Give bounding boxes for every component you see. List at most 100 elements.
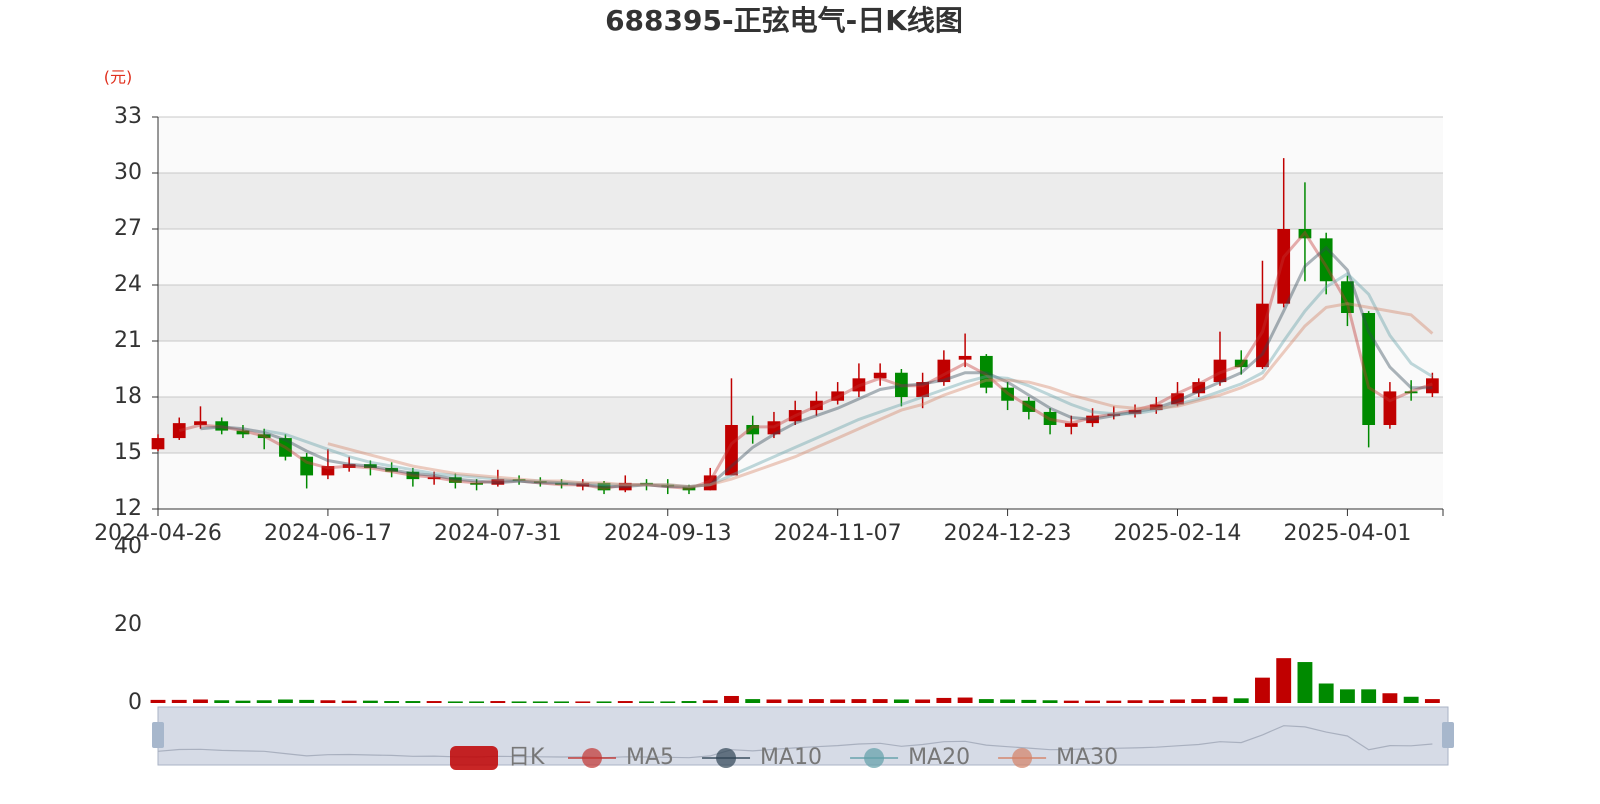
volume-bar (660, 701, 676, 703)
volume-bar (278, 699, 293, 703)
volume-bar (1148, 700, 1164, 703)
volume-bar (490, 701, 506, 703)
volume-bar (893, 699, 909, 703)
volume-bar (1212, 696, 1228, 703)
volume-bar (978, 699, 994, 703)
volume-tick-label: 40 (114, 534, 142, 559)
candle-body (1341, 281, 1354, 313)
volume-tick-label: 0 (128, 690, 142, 715)
candle-body (448, 477, 462, 483)
volume-bar (1318, 683, 1334, 703)
legend-item[interactable]: MA10 (702, 745, 822, 770)
zoom-handle (152, 722, 164, 748)
volume-bar (320, 700, 336, 703)
volume-bar (1255, 677, 1270, 703)
y-tick-label: 21 (114, 328, 142, 353)
legend-item[interactable]: MA30 (998, 745, 1118, 770)
volume-bar (1063, 700, 1079, 703)
y-tick-label: 33 (114, 104, 142, 129)
volume-bar (171, 699, 187, 703)
candle-body (342, 464, 356, 468)
candle-body (1404, 391, 1418, 394)
legend-swatch (716, 748, 737, 768)
zoom-handle (1442, 722, 1454, 748)
volume-bar (1276, 658, 1292, 703)
candle-body (1001, 387, 1014, 401)
volume-bar (1361, 689, 1377, 703)
x-tick-label: 2025-02-14 (1114, 521, 1242, 546)
chart-title: 688395-正弦电气-日K线图 (605, 4, 963, 37)
volume-bar (405, 701, 421, 703)
candle-body (1383, 391, 1397, 425)
y-unit-label: (元) (104, 68, 133, 87)
volume-bar (702, 700, 718, 703)
candle-body (703, 475, 717, 491)
y-tick-label: 24 (114, 272, 142, 297)
volume-bar (362, 700, 378, 703)
volume-bar (341, 700, 357, 703)
volume-bar (1042, 700, 1058, 703)
candle-body (937, 359, 951, 383)
split-area (158, 397, 1443, 453)
candle-body (1256, 303, 1269, 368)
zoom-preview-line (157, 725, 1433, 759)
candle-body (236, 430, 250, 435)
ma-line (263, 271, 1434, 489)
volume-bar (256, 700, 272, 703)
candle-body (576, 482, 590, 487)
candle-body (300, 456, 314, 476)
legend-swatch (582, 748, 602, 768)
candle-body (1234, 359, 1248, 368)
volume-bar (766, 699, 782, 703)
candle-body (215, 421, 229, 431)
candle-body (873, 372, 887, 379)
volume-tick-label: 20 (114, 612, 142, 637)
candle-body (364, 464, 377, 468)
volume-bar (532, 701, 548, 703)
candle-body (746, 425, 760, 435)
legend-swatch (450, 746, 498, 770)
legend-label: 日K (508, 745, 545, 770)
volume-bar (872, 699, 888, 703)
volume-bar (299, 699, 315, 703)
legend-item[interactable]: MA5 (568, 745, 674, 770)
legend-item[interactable]: MA20 (850, 745, 970, 770)
volume-bar (1233, 698, 1249, 703)
candle-body (257, 434, 271, 439)
volume-bar (1297, 662, 1313, 703)
volume-bar (384, 701, 400, 703)
candle-body (1043, 411, 1057, 425)
ma-line (200, 245, 1433, 489)
candle-body (555, 482, 568, 485)
x-tick-label: 2024-11-07 (774, 521, 902, 546)
candle-body (172, 423, 186, 439)
volume-bar (745, 699, 761, 703)
volume-bar (1403, 696, 1419, 703)
legend-label: MA20 (908, 745, 970, 770)
volume-bar (554, 701, 569, 703)
candle-body (1171, 393, 1184, 405)
candle-body (618, 482, 632, 491)
volume-bar (150, 699, 166, 703)
volume-bar (511, 701, 527, 703)
x-tick-label: 2024-09-13 (604, 521, 732, 546)
volume-bar (469, 701, 485, 703)
candle-body (1128, 410, 1142, 414)
volume-bar (1339, 689, 1355, 703)
volume-bar (1191, 699, 1207, 703)
y-tick-label: 27 (114, 216, 142, 241)
x-tick-label: 2025-04-01 (1283, 521, 1411, 546)
x-tick-label: 2024-12-23 (944, 521, 1072, 546)
volume-bar (1106, 700, 1122, 703)
legend-swatch (1012, 748, 1033, 768)
candle-body (1107, 413, 1121, 416)
x-tick-label: 2024-07-31 (434, 521, 562, 546)
x-tick-label: 2024-06-17 (264, 521, 392, 546)
candle-body (852, 378, 866, 392)
legend-item[interactable]: 日K (450, 745, 545, 770)
candle-body (1213, 359, 1227, 383)
volume-bar (787, 699, 803, 703)
candle-body (406, 471, 420, 480)
candle-body (1064, 423, 1078, 427)
